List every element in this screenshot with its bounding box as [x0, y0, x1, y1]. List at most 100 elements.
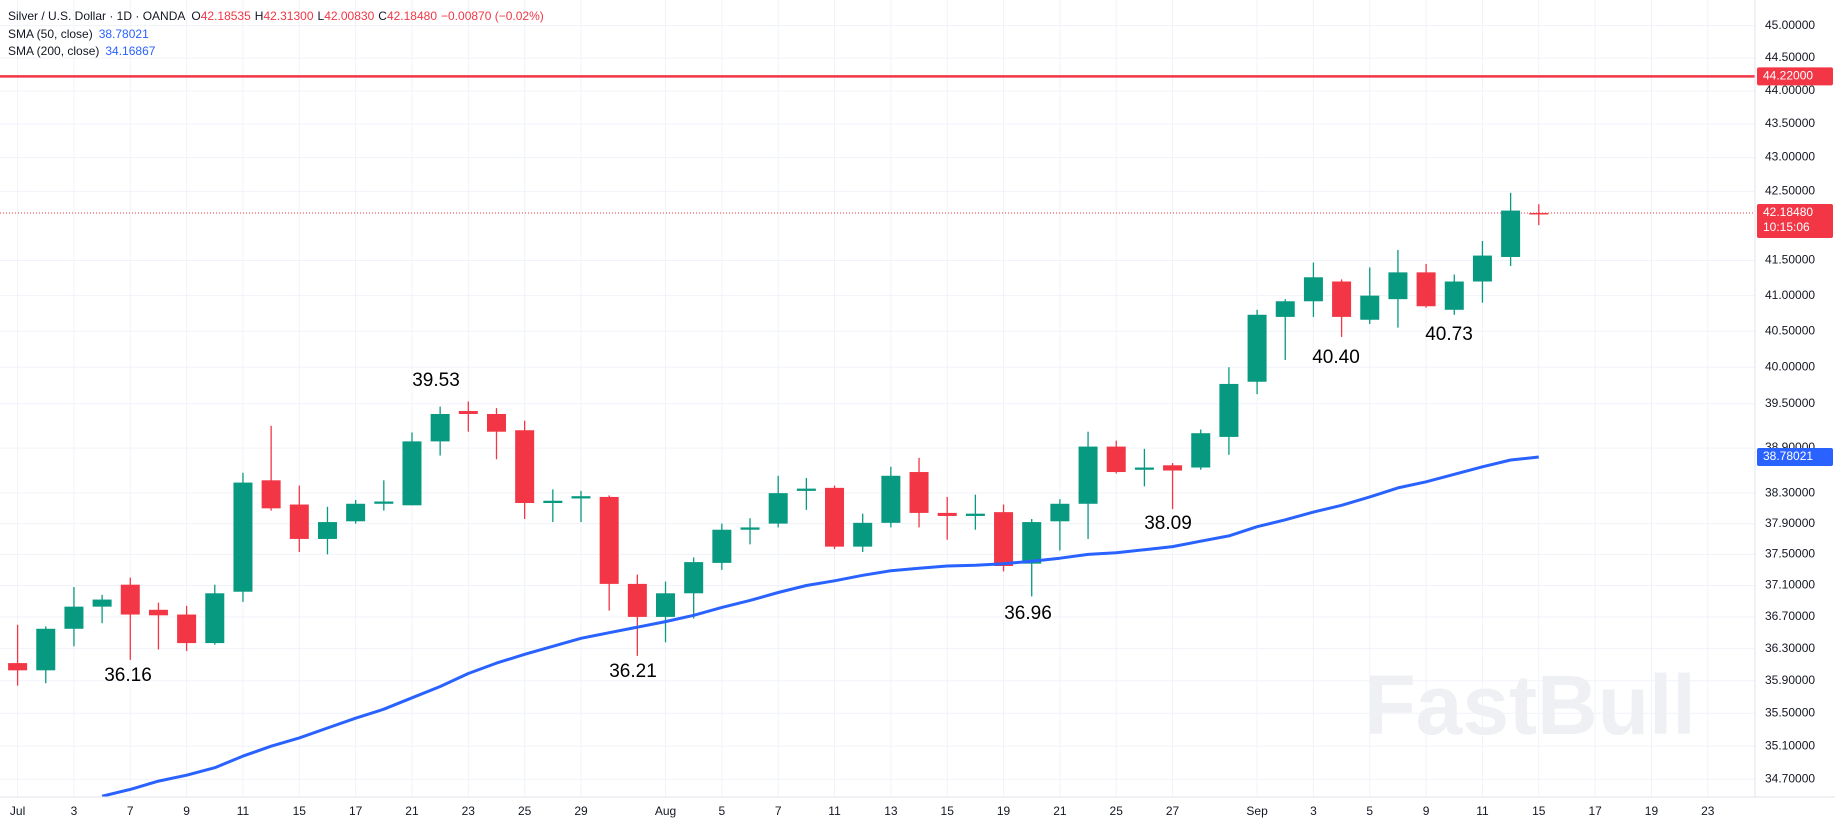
x-tick-label: 13 — [884, 804, 898, 818]
plot-area — [0, 75, 1755, 797]
candle-body — [233, 482, 253, 592]
x-tick-label: 27 — [1166, 804, 1180, 818]
y-tick-label: 35.10000 — [1765, 738, 1815, 752]
candle-body — [346, 503, 366, 522]
candle-body — [36, 628, 56, 671]
y-tick-label: 45.00000 — [1765, 18, 1815, 32]
x-tick-label: 17 — [349, 804, 363, 818]
candle-body — [1529, 212, 1549, 215]
candle-body — [430, 413, 450, 442]
candle-body — [571, 496, 591, 499]
last-price-box — [1757, 203, 1833, 238]
candle-body — [1022, 522, 1042, 564]
axis-background — [1755, 0, 1835, 829]
x-tick-label: 11 — [237, 804, 250, 818]
candle-body — [458, 411, 478, 414]
candle-body — [909, 472, 929, 513]
legend-line: SMA (50, close) 38.78021 — [8, 27, 149, 41]
sma-line — [101, 455, 1539, 797]
candle-body — [92, 599, 112, 607]
legend-text: 42.18535 — [201, 9, 251, 23]
candle-body — [1050, 503, 1070, 522]
candle-body — [374, 501, 394, 504]
countdown: 10:15:06 — [1763, 220, 1810, 234]
candle-body — [881, 475, 901, 523]
candle-body — [937, 512, 957, 516]
x-tick-label: 15 — [1532, 804, 1546, 818]
candle-body — [1163, 465, 1183, 471]
legend-text: −0.00870 (−0.02%) — [441, 9, 544, 23]
x-tick-label: 23 — [462, 804, 476, 818]
candle-body — [1106, 446, 1126, 473]
candle-body — [656, 593, 676, 617]
candle-body — [402, 441, 422, 506]
candle-body — [8, 663, 28, 671]
legend-text: C — [378, 9, 387, 23]
candle-body — [796, 488, 816, 491]
watermark: FastBull — [1364, 658, 1695, 752]
legend: Silver / U.S. Dollar · 1D · OANDA O42.185… — [8, 9, 544, 58]
legend-text: SMA (50, close) — [8, 27, 93, 41]
x-tick-label: Sep — [1246, 804, 1268, 818]
candle-body — [1191, 433, 1211, 468]
x-tick-label: 7 — [127, 804, 134, 818]
legend-text: 38.78021 — [99, 27, 149, 41]
y-tick-label: 43.00000 — [1765, 150, 1815, 164]
x-tick-label: 23 — [1701, 804, 1715, 818]
sma-box — [1757, 448, 1833, 467]
candle-body — [994, 512, 1014, 566]
annotation: 40.73 — [1425, 324, 1473, 345]
y-tick-label: 36.70000 — [1765, 609, 1815, 623]
candle-body — [1275, 301, 1295, 317]
candle-body — [317, 522, 337, 539]
candle-body — [1134, 467, 1154, 470]
x-tick-label: 19 — [1645, 804, 1659, 818]
candle-body — [1332, 281, 1352, 317]
y-tick-label: 41.00000 — [1765, 288, 1815, 302]
grid — [0, 0, 1755, 797]
legend-text: H — [255, 9, 264, 23]
y-tick-label: 41.50000 — [1765, 253, 1815, 267]
x-tick-label: 3 — [1310, 804, 1317, 818]
candle-body — [1078, 446, 1098, 504]
x-tick-label: 11 — [1476, 804, 1489, 818]
x-tick-label: 5 — [719, 804, 726, 818]
legend-text: SMA (200, close) — [8, 44, 99, 58]
last-price-label: 42.18480 — [1763, 205, 1813, 219]
legend-text: L — [318, 9, 325, 23]
candle-body — [825, 487, 845, 547]
x-tick-label: 15 — [293, 804, 307, 818]
legend-text: 34.16867 — [105, 44, 155, 58]
legend-text: Silver / U.S. Dollar · 1D · OANDA — [8, 9, 185, 23]
candle-body — [1444, 281, 1464, 310]
candle-body — [120, 584, 140, 615]
candle-body — [853, 522, 873, 547]
candle-body — [486, 413, 506, 432]
y-tick-label: 43.50000 — [1765, 116, 1815, 130]
annotation: 39.53 — [412, 370, 460, 391]
annotation: 36.16 — [104, 665, 152, 686]
x-tick-label: 15 — [941, 804, 955, 818]
candle-body — [261, 480, 281, 509]
candle-body — [1360, 295, 1380, 320]
annotation: 36.21 — [609, 661, 657, 682]
annotation: 40.40 — [1312, 347, 1360, 368]
candle-body — [1303, 277, 1323, 302]
y-tick-label: 36.30000 — [1765, 641, 1815, 655]
x-tick-label: 25 — [518, 804, 532, 818]
candle-body — [1219, 383, 1239, 437]
y-tick-label: 44.50000 — [1765, 50, 1815, 64]
candle-body — [1472, 255, 1492, 282]
y-tick-label: 39.50000 — [1765, 396, 1815, 410]
legend-text: 42.18480 — [387, 9, 437, 23]
candle-body — [148, 609, 168, 616]
candle-body — [205, 593, 225, 644]
candle-body — [768, 493, 788, 524]
candle-body — [515, 430, 535, 504]
y-tick-label: 38.30000 — [1765, 485, 1815, 499]
x-tick-label: Aug — [655, 804, 676, 818]
x-tick-label: 17 — [1588, 804, 1602, 818]
candle-body — [177, 614, 197, 644]
y-tick-label: 44.00000 — [1765, 83, 1815, 97]
candle-body — [289, 504, 309, 539]
